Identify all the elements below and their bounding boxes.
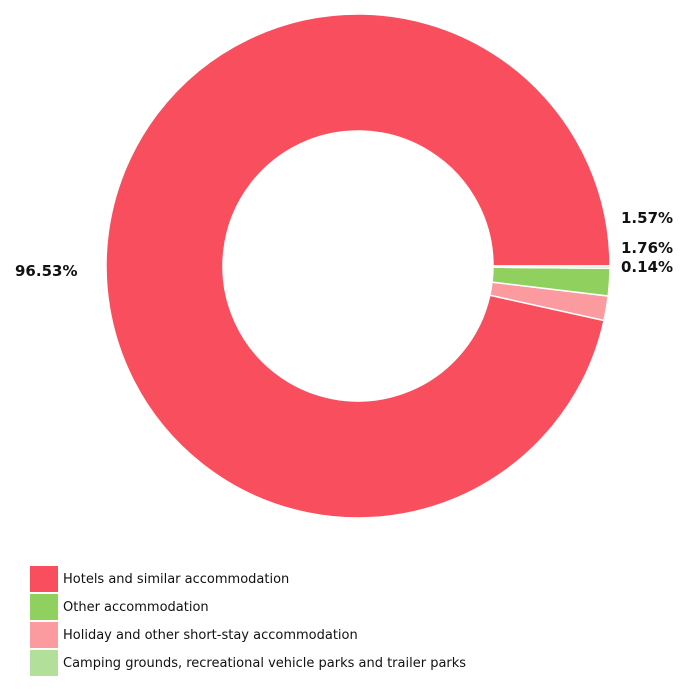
legend-label: Other accommodation: [63, 599, 209, 615]
legend-item: Other accommodation: [30, 594, 466, 620]
slice-value-label: 1.76%: [621, 239, 673, 257]
legend-label: Camping grounds, recreational vehicle pa…: [63, 655, 467, 671]
slice-value-label: 1.57%: [621, 209, 673, 227]
donut-slice: [105, 13, 611, 519]
legend: Hotels and similar accommodation Other ac…: [30, 566, 466, 678]
slice-value-label: 0.14%: [621, 258, 673, 276]
slice-labels: 96.53% 1.57% 1.76%0.14%: [15, 209, 673, 280]
legend-item: Holiday and other short-stay accommodati…: [30, 622, 466, 648]
donut-slice: [492, 265, 611, 269]
donut-slices: [105, 13, 611, 519]
legend-label: Hotels and similar accommodation: [63, 571, 290, 587]
legend-item: Camping grounds, recreational vehicle pa…: [30, 650, 466, 676]
legend-swatch: [30, 650, 58, 676]
legend-swatch: [30, 566, 58, 592]
legend-label: Holiday and other short-stay accommodati…: [63, 627, 358, 643]
slice-value-label: 96.53%: [15, 262, 77, 280]
legend-swatch: [30, 622, 58, 648]
legend-swatch: [30, 594, 58, 620]
legend-item: Hotels and similar accommodation: [30, 566, 466, 592]
